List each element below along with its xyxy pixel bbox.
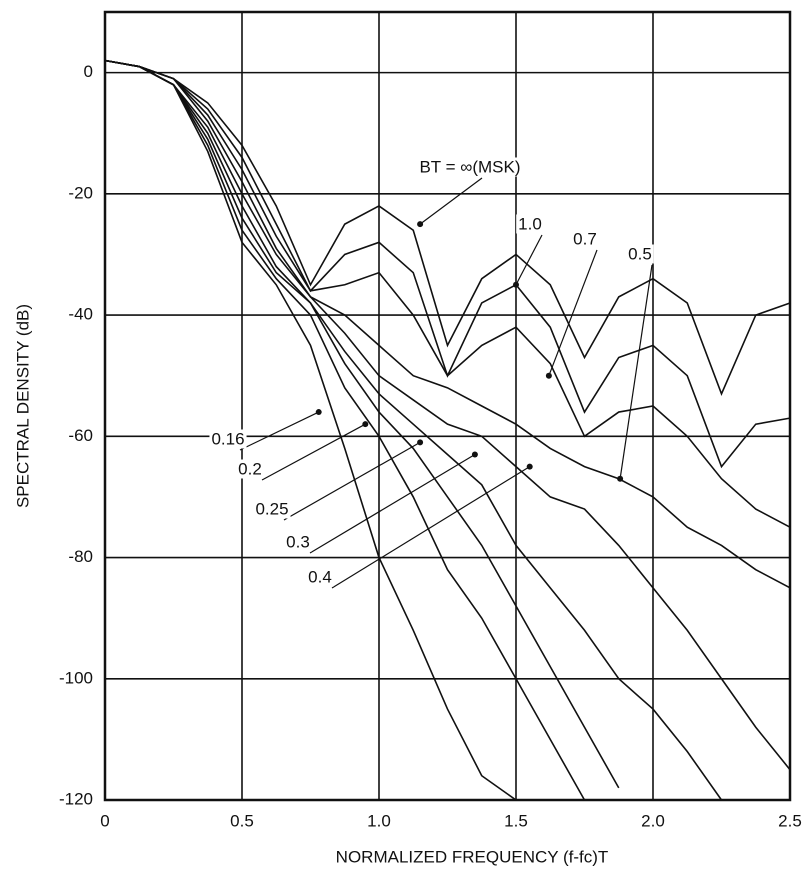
arrow-head [513, 281, 519, 288]
y-tick-label: -100 [59, 668, 93, 687]
series-label: BT = ∞(MSK) [419, 157, 520, 176]
annotation-arrow [309, 453, 476, 554]
series-label: 0.5 [628, 244, 652, 263]
y-tick-label: -120 [59, 789, 93, 808]
y-tick-label: -60 [68, 426, 93, 445]
arrow-head [545, 372, 552, 379]
label-bg [626, 244, 654, 264]
series-line [104, 59, 791, 528]
arrow-head [526, 463, 533, 470]
annotation-arrow [261, 423, 366, 481]
arrow-head [417, 221, 424, 228]
label-bg [417, 157, 523, 177]
series-line [104, 59, 791, 771]
series-label: 0.16 [211, 429, 244, 448]
annotation-arrow [619, 264, 653, 479]
series-line [104, 59, 791, 589]
series-label: 0.25 [255, 499, 288, 518]
label-bg [306, 567, 334, 587]
label-bg [236, 459, 264, 479]
arrow-head [362, 421, 369, 428]
annotation-arrow [515, 234, 543, 286]
label-bg [209, 429, 247, 449]
arrow-head [471, 451, 478, 458]
x-tick-label: 2.0 [641, 811, 665, 830]
x-tick-label: 0.5 [230, 811, 254, 830]
series-line [104, 59, 586, 801]
series-label: 0.2 [238, 459, 262, 478]
annotation-arrow [548, 249, 598, 376]
series-line [104, 59, 620, 789]
series-line [104, 59, 791, 397]
y-tick-label: -80 [68, 547, 93, 566]
series-label: 1.0 [518, 214, 542, 233]
label-bg [284, 532, 312, 552]
arrow-head [417, 439, 424, 446]
series-label: 0.3 [286, 532, 310, 551]
label-bg [571, 229, 599, 249]
x-tick-label: 1.5 [504, 811, 528, 830]
arrow-head [315, 409, 322, 416]
series-label: 0.7 [573, 229, 597, 248]
y-tick-label: -40 [68, 305, 93, 324]
x-axis-title: NORMALIZED FREQUENCY (f-fc)T [336, 847, 609, 866]
label-bg [516, 214, 544, 234]
label-bg [253, 499, 291, 519]
series-line [104, 59, 517, 801]
x-tick-label: 2.5 [778, 811, 802, 830]
arrow-head [617, 475, 624, 482]
annotation-arrow [239, 411, 319, 451]
x-tick-label: 1.0 [367, 811, 391, 830]
y-tick-label: -20 [68, 183, 93, 202]
annotation-arrow [283, 441, 421, 521]
x-tick-label: 0 [100, 811, 109, 830]
y-axis-title: SPECTRAL DENSITY (dB) [13, 304, 32, 508]
series-label: 0.4 [308, 567, 332, 586]
annotation-arrow [419, 177, 483, 225]
series-line [104, 59, 723, 801]
annotation-arrow [331, 466, 531, 589]
plot-frame [103, 10, 792, 802]
y-tick-label: 0 [84, 62, 93, 81]
